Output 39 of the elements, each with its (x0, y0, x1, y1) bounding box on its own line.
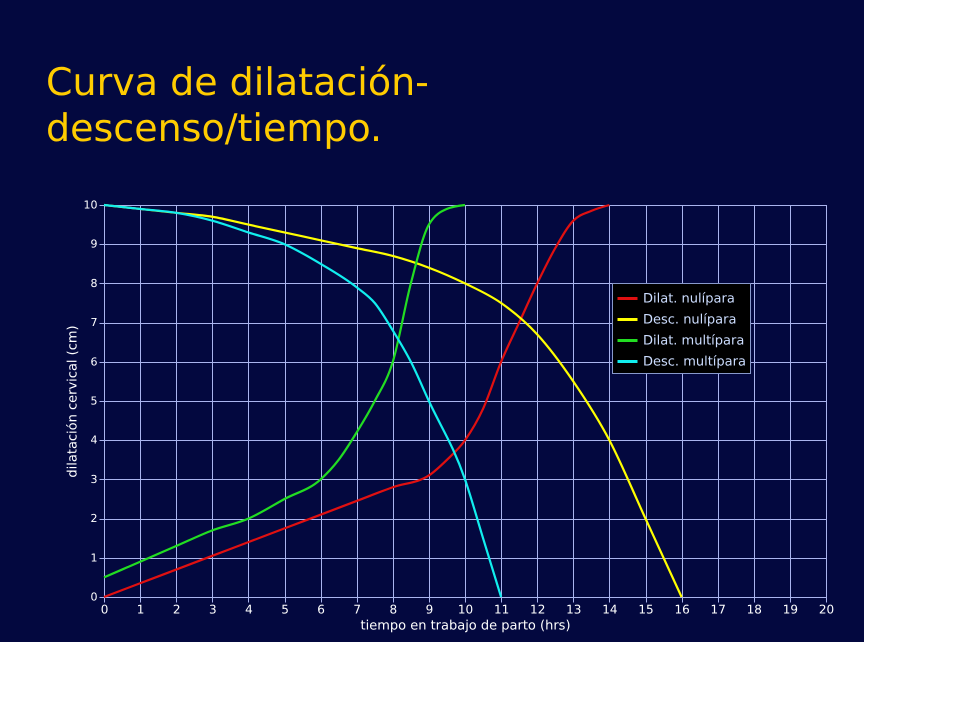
x-tick-label: 17 (710, 602, 726, 616)
y-tick-label: 6 (90, 355, 98, 368)
x-tick-label: 8 (389, 602, 398, 616)
x-tick-label: 16 (674, 602, 690, 616)
x-tick-label: 3 (208, 602, 217, 616)
y-tick-label: 9 (90, 238, 98, 251)
x-tick-label: 0 (100, 602, 108, 616)
x-tick-label: 13 (566, 602, 582, 616)
chart-title: Curva de dilatación-descenso/tiempo. (46, 60, 429, 150)
x-tick-label: 7 (353, 602, 362, 616)
legend-label: Dilat. nulípara (643, 292, 735, 306)
y-tick-label: 4 (90, 434, 98, 447)
x-tick-label: 2 (172, 602, 181, 616)
y-tick-label: 1 (90, 551, 98, 564)
y-tick-label: 2 (90, 512, 98, 526)
y-axis-title: dilatación cervical (cm) (66, 325, 81, 478)
y-tick-label: 0 (90, 590, 98, 604)
x-axis-title: tiempo en trabajo de parto (hrs) (360, 618, 571, 634)
legend-label: Desc. multípara (643, 354, 746, 370)
y-tick-label: 5 (90, 394, 98, 408)
x-tick-label: 1 (136, 602, 144, 616)
legend-label: Desc. nulípara (643, 312, 736, 328)
x-tick-label: 12 (530, 602, 546, 616)
y-tick-label: 7 (90, 316, 98, 330)
x-tick-label: 20 (818, 602, 834, 616)
x-tick-label: 18 (746, 602, 762, 616)
x-tick-label: 5 (281, 602, 289, 616)
x-tick-label: 14 (602, 602, 618, 616)
y-tick-label: 3 (90, 472, 98, 486)
x-tick-label: 15 (638, 602, 654, 616)
x-tick-label: 6 (317, 602, 325, 616)
x-tick-label: 9 (426, 602, 434, 616)
x-tick-label: 10 (458, 602, 474, 616)
x-tick-label: 4 (245, 602, 253, 616)
y-tick-label: 10 (84, 198, 98, 212)
x-tick-label: 11 (494, 602, 510, 616)
y-tick-label: 8 (90, 276, 98, 290)
x-tick-label: 19 (782, 602, 798, 616)
legend-label: Dilat. multípara (643, 334, 744, 348)
